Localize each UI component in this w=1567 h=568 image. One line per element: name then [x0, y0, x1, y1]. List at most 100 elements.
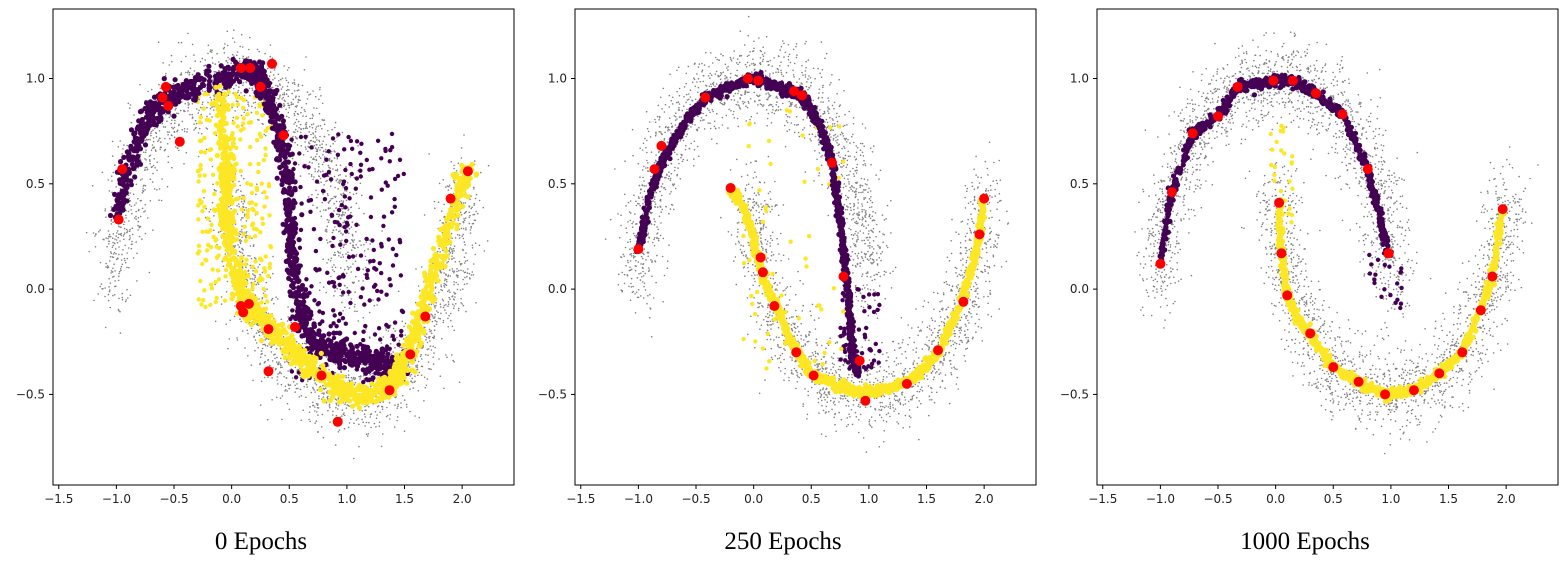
noise-point	[357, 417, 359, 420]
noise-point	[348, 307, 351, 309]
noise-point	[287, 370, 289, 372]
purple-cloud-point	[331, 308, 336, 313]
noise-point	[243, 111, 245, 114]
noise-point	[475, 193, 478, 196]
noise-point	[287, 129, 290, 132]
noise-point	[167, 161, 170, 163]
yellow-cloud-point	[226, 89, 232, 95]
noise-point	[369, 337, 371, 339]
purple-class-point	[123, 172, 129, 178]
noise-point	[110, 218, 113, 221]
yellow-cloud-point	[200, 208, 205, 214]
noise-point	[327, 258, 330, 261]
noise-point	[400, 406, 402, 409]
noise-point	[278, 110, 281, 113]
noise-point	[145, 138, 148, 141]
noise-point	[213, 98, 215, 100]
noise-point	[424, 386, 427, 389]
purple-class-point	[171, 113, 177, 119]
purple-cloud-point	[377, 261, 382, 266]
noise-point	[291, 92, 294, 95]
noise-point	[458, 234, 461, 236]
noise-point	[293, 112, 296, 115]
noise-point	[397, 405, 399, 408]
noise-point	[144, 169, 146, 171]
noise-point	[422, 346, 424, 349]
noise-point	[453, 257, 455, 259]
noise-point	[300, 106, 303, 109]
purple-cloud-point	[368, 195, 374, 200]
yellow-cloud-point	[206, 242, 211, 248]
noise-point	[474, 242, 477, 244]
purple-cloud-point	[298, 134, 304, 140]
noise-point	[183, 109, 185, 112]
noise-point	[322, 396, 325, 398]
yellow-cloud-point	[230, 130, 235, 136]
noise-point	[297, 83, 300, 86]
yellow-cloud-point	[223, 255, 229, 260]
purple-class-point	[331, 330, 337, 336]
noise-point	[313, 176, 315, 178]
noise-point	[409, 388, 411, 391]
noise-point	[161, 178, 163, 180]
noise-point	[104, 210, 106, 212]
noise-point	[347, 426, 350, 429]
noise-point	[344, 189, 346, 192]
noise-point	[441, 337, 443, 340]
yellow-cloud-point	[204, 248, 210, 253]
noise-point	[389, 418, 391, 420]
noise-point	[268, 364, 271, 367]
noise-point	[214, 320, 217, 323]
purple-class-point	[370, 375, 376, 381]
yellow-cloud-point	[256, 169, 261, 175]
noise-point	[283, 376, 285, 378]
noise-point	[180, 72, 183, 74]
noise-point	[231, 106, 233, 109]
noise-point	[155, 132, 158, 135]
noise-point	[423, 400, 425, 402]
plot-frame	[52, 8, 515, 486]
noise-point	[215, 190, 217, 192]
noise-point	[335, 164, 338, 166]
noise-point	[243, 177, 245, 180]
noise-point	[314, 391, 317, 393]
noise-point	[460, 298, 462, 300]
noise-point	[207, 101, 209, 104]
noise-point	[110, 220, 112, 222]
noise-point	[316, 148, 318, 151]
noise-point	[266, 67, 269, 70]
noise-point	[109, 282, 112, 284]
noise-point	[279, 94, 281, 96]
noise-point	[295, 118, 298, 121]
noise-point	[338, 230, 340, 233]
noise-point	[230, 62, 232, 64]
noise-point	[152, 140, 155, 143]
noise-point	[323, 119, 326, 121]
noise-point	[130, 205, 133, 208]
noise-point	[322, 170, 324, 172]
noise-point	[428, 336, 430, 338]
noise-point	[210, 99, 213, 101]
noise-point	[446, 185, 449, 187]
noise-point	[287, 306, 289, 308]
noise-point	[108, 235, 110, 238]
noise-point	[129, 237, 131, 239]
noise-point	[260, 350, 263, 352]
noise-point	[287, 361, 290, 364]
noise-point	[449, 291, 451, 294]
noise-point	[111, 246, 114, 249]
noise-point	[135, 202, 137, 204]
noise-point	[130, 247, 133, 250]
noise-point	[152, 129, 154, 131]
noise-point	[472, 263, 475, 265]
purple-cloud-point	[388, 148, 393, 153]
noise-point	[277, 298, 279, 300]
noise-point	[296, 104, 298, 107]
noise-point	[319, 86, 321, 89]
noise-point	[211, 165, 214, 168]
noise-point	[339, 239, 341, 242]
noise-point	[143, 184, 145, 187]
purple-cloud-point	[298, 184, 303, 190]
noise-point	[147, 138, 149, 141]
purple-cloud-point	[358, 162, 364, 167]
